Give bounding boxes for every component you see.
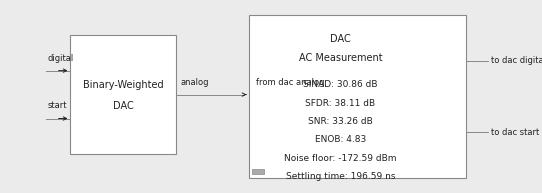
Text: DAC: DAC — [113, 101, 134, 111]
Text: from dac analog: from dac analog — [256, 78, 324, 86]
Text: AC Measurement: AC Measurement — [299, 53, 382, 63]
Text: start: start — [47, 102, 67, 110]
Text: to dac digital: to dac digital — [491, 56, 542, 65]
Text: analog: analog — [180, 78, 209, 86]
Bar — [70, 35, 176, 154]
Text: SFDR: 38.11 dB: SFDR: 38.11 dB — [305, 99, 376, 108]
Bar — [252, 169, 264, 174]
Text: DAC: DAC — [330, 34, 351, 44]
Text: Noise floor: -172.59 dBm: Noise floor: -172.59 dBm — [284, 154, 397, 163]
Text: Binary-Weighted: Binary-Weighted — [83, 80, 164, 90]
Text: SNR: 33.26 dB: SNR: 33.26 dB — [308, 117, 373, 126]
Bar — [249, 15, 466, 178]
Text: digital: digital — [47, 54, 73, 63]
Text: to dac start: to dac start — [491, 128, 539, 137]
Text: Settling time: 196.59 ns: Settling time: 196.59 ns — [286, 172, 395, 181]
Text: ENOB: 4.83: ENOB: 4.83 — [315, 135, 366, 144]
Text: SINAD: 30.86 dB: SINAD: 30.86 dB — [303, 80, 378, 89]
